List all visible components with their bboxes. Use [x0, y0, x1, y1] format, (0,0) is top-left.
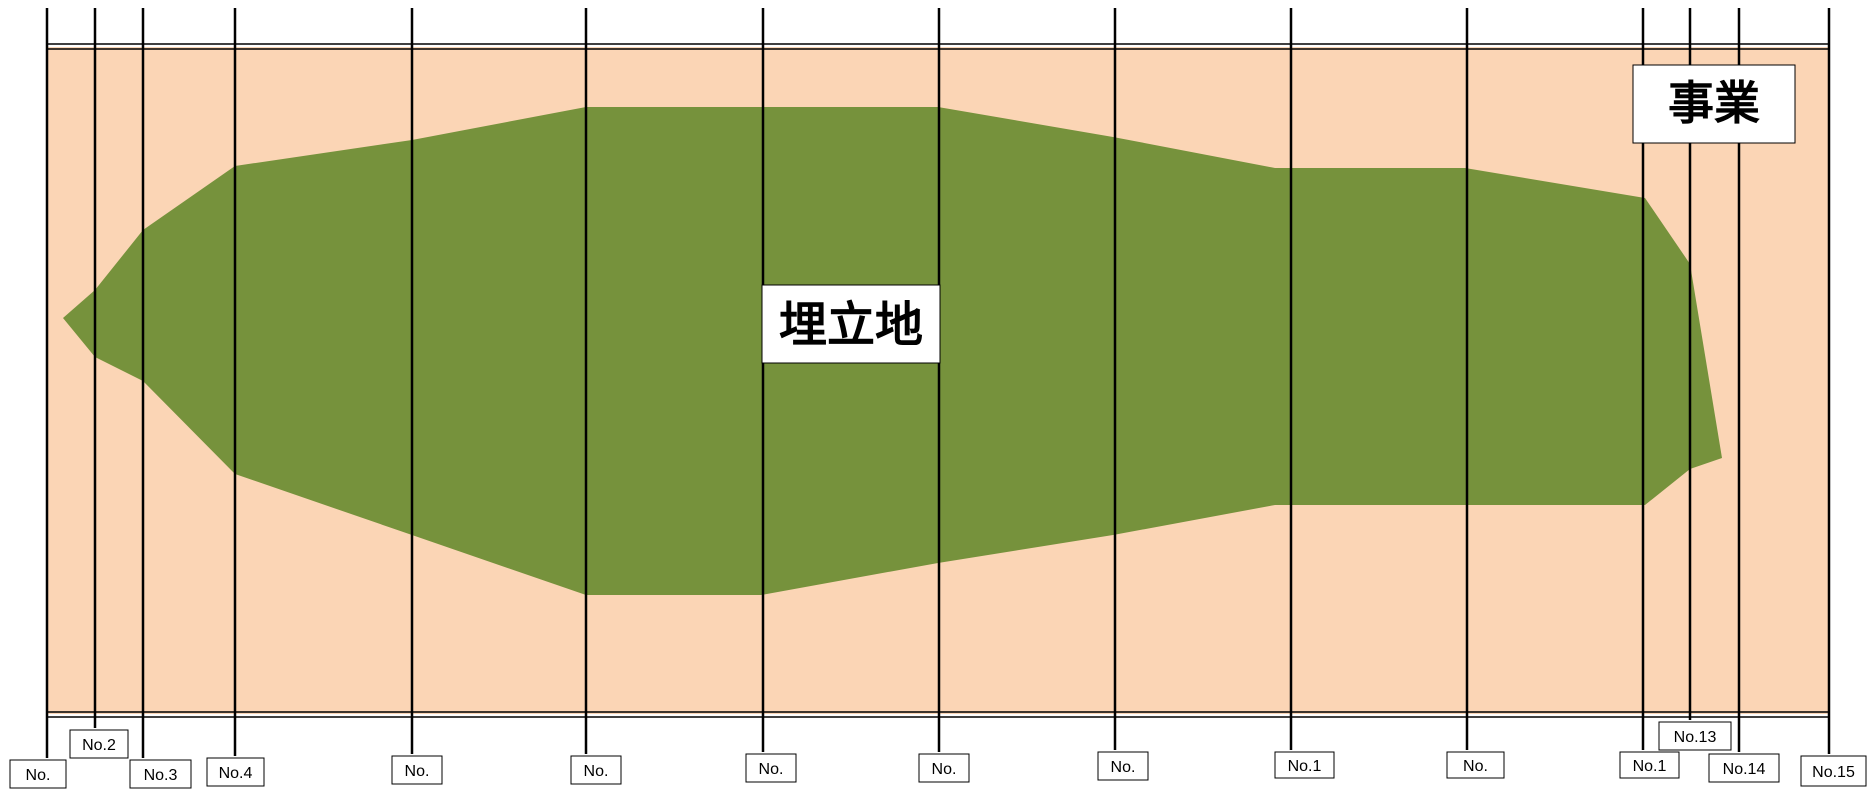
station-label-box-1	[9, 759, 67, 789]
station-label-6: No.	[584, 763, 609, 780]
station-label-7: No.	[759, 761, 784, 778]
station-label-box-7	[745, 753, 797, 783]
project-label-box: 事業	[1632, 64, 1796, 144]
landfill-label-box: 埋立地	[761, 284, 941, 364]
station-label-10: No.1	[1288, 758, 1322, 775]
station-label-14: No.14	[1723, 761, 1766, 778]
station-label-box-12	[1619, 751, 1680, 779]
station-label-13: No.13	[1674, 729, 1717, 746]
station-label-box-8	[918, 753, 970, 783]
station-label-box-14	[1708, 753, 1780, 783]
station-lines: No. No.2 No.3 No.4 No. No. No. No. No. No.1 No. No.…	[9, 8, 1867, 789]
station-label-4: No.4	[219, 765, 253, 782]
station-label-5: No.	[405, 763, 430, 780]
station-label-12: No.1	[1633, 758, 1667, 775]
station-label-1: No.	[26, 767, 51, 784]
station-label-box-9	[1097, 751, 1149, 781]
project-label-background	[1632, 64, 1796, 144]
station-label-box-3	[129, 759, 192, 789]
station-label-box-10	[1274, 751, 1335, 779]
station-label-11: No.	[1463, 758, 1488, 775]
station-label-box-6	[570, 755, 622, 785]
station-label-box-5	[391, 755, 443, 785]
station-label-2: No.2	[82, 737, 116, 754]
station-label-3: No.3	[144, 767, 178, 784]
project-label: 事業	[1668, 76, 1760, 130]
station-label-box-4	[206, 757, 265, 787]
station-label-9: No.	[1111, 759, 1136, 776]
station-label-box-15	[1800, 755, 1867, 787]
station-label-box-11	[1446, 751, 1505, 779]
landfill-label: 埋立地	[779, 297, 923, 353]
station-label-box-2	[69, 729, 129, 759]
station-label-15: No.15	[1812, 764, 1855, 781]
station-label-8: No.	[932, 761, 957, 778]
station-label-box-13	[1658, 721, 1732, 751]
landfill-label-background	[761, 284, 941, 364]
